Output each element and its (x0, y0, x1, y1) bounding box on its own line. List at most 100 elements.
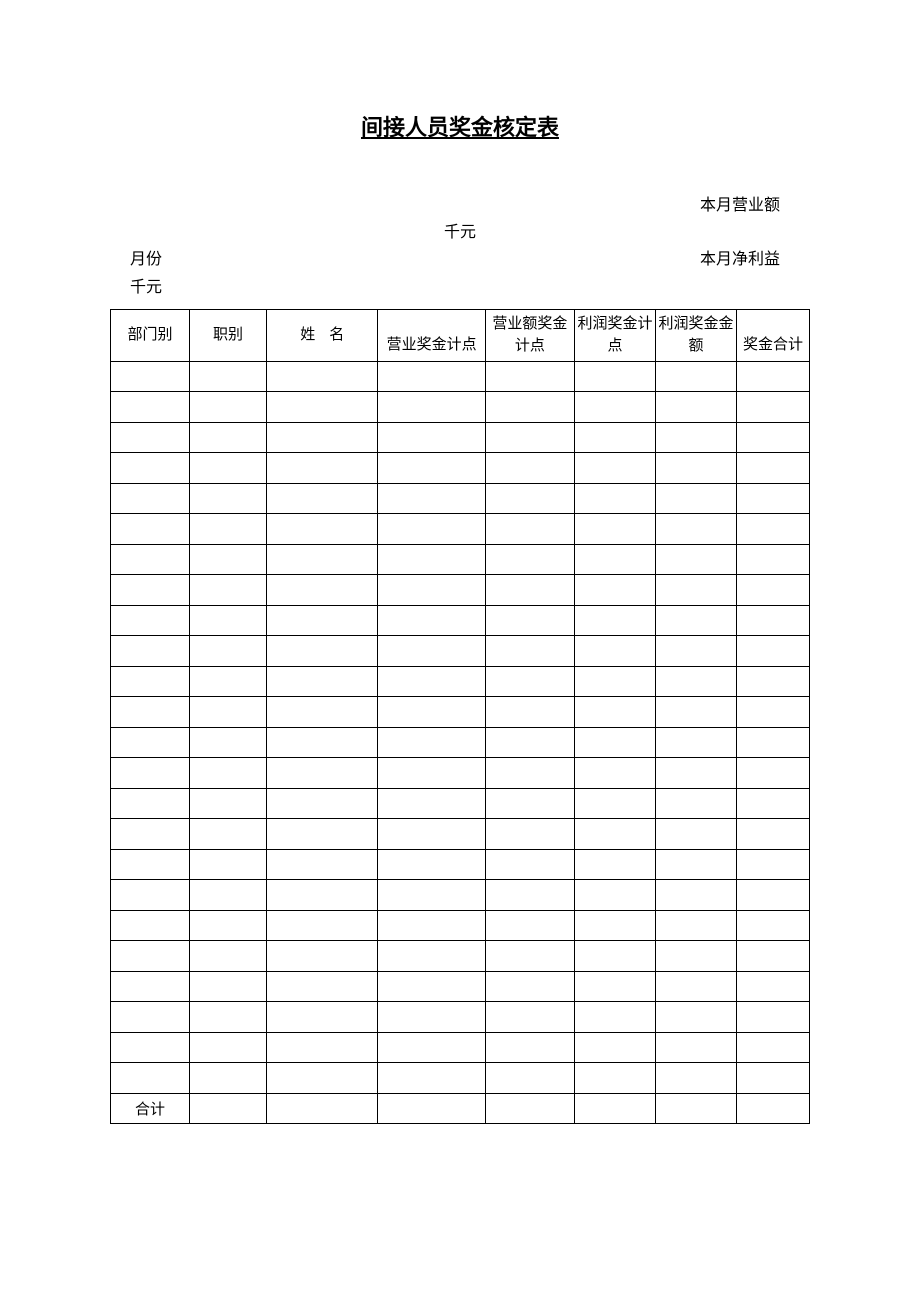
table-cell (267, 361, 378, 392)
table-cell (378, 544, 485, 575)
meta-row-1: . 本月营业额 (110, 192, 810, 219)
table-cell (737, 605, 810, 636)
table-cell (190, 1032, 267, 1063)
table-cell (655, 422, 736, 453)
meta-row-4: 千元 (110, 274, 810, 301)
table-cell (190, 361, 267, 392)
table-cell (737, 514, 810, 545)
table-cell (737, 849, 810, 880)
unit-label-2: 千元 (130, 279, 162, 296)
table-cell (267, 514, 378, 545)
table-cell (574, 575, 655, 606)
col-header-total: 奖金合计 (737, 309, 810, 361)
table-cell (378, 697, 485, 728)
table-cell (574, 514, 655, 545)
table-cell (111, 788, 190, 819)
table-cell (574, 880, 655, 911)
table-body (111, 361, 810, 1093)
table-cell (378, 514, 485, 545)
footer-cell (378, 1093, 485, 1124)
table-cell (574, 453, 655, 484)
table-cell (267, 819, 378, 850)
table-row (111, 636, 810, 667)
table-cell (737, 758, 810, 789)
table-row (111, 849, 810, 880)
table-cell (737, 636, 810, 667)
table-cell (737, 819, 810, 850)
footer-cell (485, 1093, 574, 1124)
table-cell (378, 941, 485, 972)
table-footer-row: 合计 (111, 1093, 810, 1124)
table-cell (737, 453, 810, 484)
table-cell (378, 1002, 485, 1033)
table-cell (267, 758, 378, 789)
table-cell (190, 514, 267, 545)
col-header-biz-points: 营业奖金计点 (378, 309, 485, 361)
table-row (111, 483, 810, 514)
table-cell (655, 697, 736, 728)
table-cell (378, 819, 485, 850)
table-cell (737, 544, 810, 575)
table-cell (378, 361, 485, 392)
table-row (111, 1032, 810, 1063)
table-cell (378, 575, 485, 606)
table-cell (190, 422, 267, 453)
table-cell (190, 453, 267, 484)
table-cell (111, 483, 190, 514)
table-cell (111, 1032, 190, 1063)
table-cell (190, 758, 267, 789)
table-cell (655, 910, 736, 941)
table-row (111, 880, 810, 911)
table-cell (655, 788, 736, 819)
table-cell (267, 941, 378, 972)
table-cell (574, 727, 655, 758)
table-row (111, 758, 810, 789)
table-row (111, 575, 810, 606)
table-cell (737, 1032, 810, 1063)
footer-cell (267, 1093, 378, 1124)
table-cell (655, 1002, 736, 1033)
table-cell (574, 1002, 655, 1033)
table-cell (378, 788, 485, 819)
document-page: 间接人员奖金核定表 . 本月营业额 千元 月份 本月净利益 千元 部门别 职别 … (0, 0, 920, 1124)
table-cell (737, 697, 810, 728)
table-cell (111, 636, 190, 667)
col-header-profit-amount: 利润奖金金额 (655, 309, 736, 361)
table-cell (378, 727, 485, 758)
table-cell (737, 392, 810, 423)
table-cell (190, 819, 267, 850)
page-title: 间接人员奖金核定表 (110, 110, 810, 142)
table-row (111, 697, 810, 728)
table-cell (111, 758, 190, 789)
table-cell (655, 1032, 736, 1063)
table-cell (655, 849, 736, 880)
table-cell (378, 880, 485, 911)
table-cell (485, 1063, 574, 1094)
table-cell (111, 392, 190, 423)
table-cell (485, 453, 574, 484)
meta-row-2: 千元 (110, 219, 810, 246)
table-cell (574, 1032, 655, 1063)
table-cell (737, 422, 810, 453)
footer-cell (737, 1093, 810, 1124)
table-header-row: 部门别 职别 姓名 营业奖金计点 营业额奖金计点 利润奖金计点 利润奖金金额 奖… (111, 309, 810, 361)
table-cell (267, 575, 378, 606)
table-cell (574, 483, 655, 514)
table-cell (485, 941, 574, 972)
table-cell (267, 727, 378, 758)
table-cell (485, 605, 574, 636)
table-cell (485, 819, 574, 850)
footer-cell (190, 1093, 267, 1124)
table-cell (574, 941, 655, 972)
table-cell (574, 392, 655, 423)
table-cell (485, 697, 574, 728)
footer-cell (574, 1093, 655, 1124)
table-cell (190, 971, 267, 1002)
table-cell (485, 758, 574, 789)
table-cell (655, 636, 736, 667)
table-cell (378, 666, 485, 697)
table-cell (111, 1063, 190, 1094)
table-cell (737, 941, 810, 972)
table-row (111, 544, 810, 575)
table-cell (655, 605, 736, 636)
